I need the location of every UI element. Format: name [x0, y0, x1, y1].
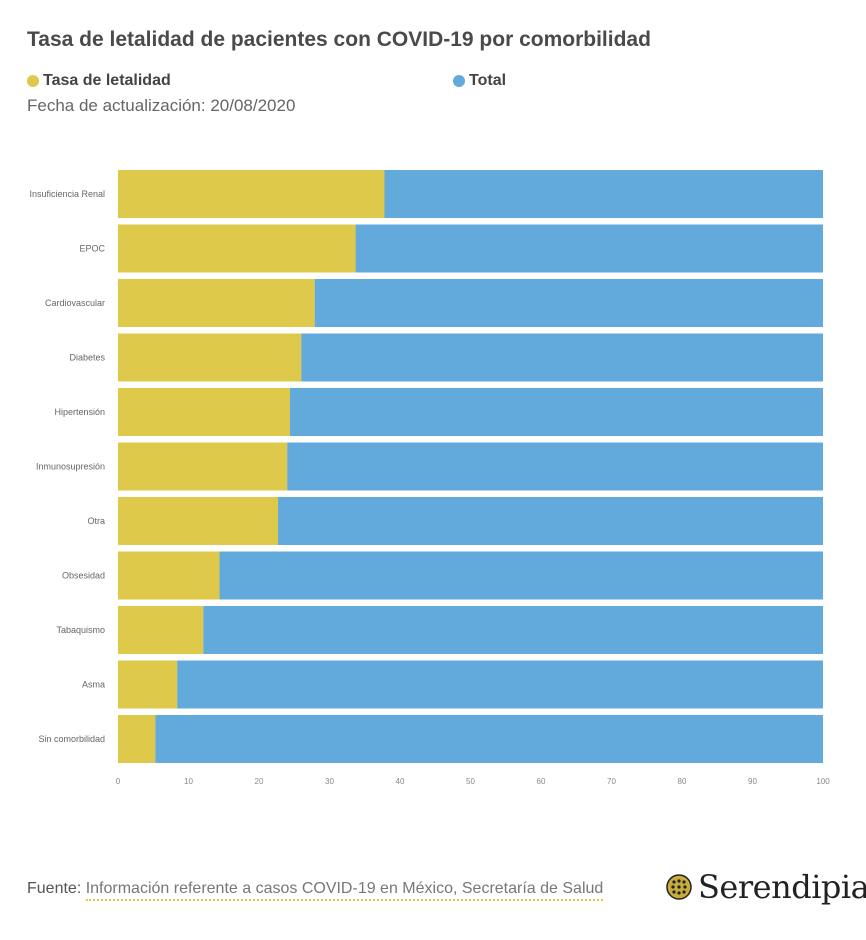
bar-letalidad[interactable] — [118, 224, 356, 273]
bar-total[interactable] — [384, 170, 823, 218]
x-tick-label: 20 — [255, 777, 264, 786]
bar-letalidad[interactable] — [118, 497, 279, 545]
bar-letalidad[interactable] — [118, 660, 178, 709]
category-label: Insuficiencia Renal — [29, 189, 105, 199]
legend-item-letalidad[interactable]: Tasa de letalidad — [27, 72, 171, 90]
bar-total[interactable] — [219, 551, 823, 600]
legend-label-total: Total — [469, 72, 507, 89]
category-label: Cardiovascular — [45, 298, 105, 308]
category-label: Inmunosupresión — [36, 462, 105, 472]
legend-swatch-letalidad — [27, 75, 39, 87]
category-label: Diabetes — [69, 353, 105, 363]
chart-title: Tasa de letalidad de pacientes con COVID… — [27, 28, 651, 51]
category-label: EPOC — [79, 244, 105, 254]
bar-letalidad[interactable] — [118, 606, 204, 654]
category-label: Hipertensión — [54, 407, 105, 417]
x-tick-label: 40 — [396, 777, 405, 786]
source-link[interactable]: Información referente a casos COVID-19 e… — [85, 880, 604, 901]
category-label: Tabaquismo — [56, 625, 105, 635]
brand-seal-icon — [666, 874, 692, 900]
x-tick-label: 70 — [607, 777, 616, 786]
legend-label-letalidad: Tasa de letalidad — [43, 72, 171, 89]
brand-logo[interactable]: Serendipia — [666, 868, 866, 906]
bar-total[interactable] — [155, 715, 824, 763]
category-label: Otra — [87, 516, 105, 526]
footer-source: Fuente: Información referente a casos CO… — [27, 880, 604, 901]
bar-total[interactable] — [177, 660, 824, 709]
brand-name: Serendipia — [698, 868, 866, 906]
bar-total[interactable] — [301, 333, 823, 382]
footer-prefix: Fuente: — [27, 880, 86, 897]
legend-item-total[interactable]: Total — [453, 72, 506, 90]
category-label: Sin comorbilidad — [38, 734, 105, 744]
x-tick-label: 60 — [537, 777, 546, 786]
bar-chart: Insuficiencia Renal EPOC Cardiovascular Dia… — [29, 170, 830, 786]
x-tick-label: 50 — [466, 777, 475, 786]
bar-letalidad[interactable] — [118, 715, 156, 763]
x-tick-label: 100 — [816, 777, 830, 786]
x-tick-label: 0 — [116, 777, 121, 786]
bar-letalidad[interactable] — [118, 551, 220, 600]
bar-letalidad[interactable] — [118, 170, 385, 218]
bar-total[interactable] — [290, 388, 823, 436]
update-date: Fecha de actualización: 20/08/2020 — [27, 96, 296, 115]
x-tick-label: 10 — [184, 777, 193, 786]
bar-total[interactable] — [355, 224, 823, 273]
legend-swatch-total — [453, 75, 465, 87]
x-tick-label: 80 — [678, 777, 687, 786]
bar-letalidad[interactable] — [118, 388, 291, 436]
bar-letalidad[interactable] — [118, 442, 288, 491]
bar-letalidad[interactable] — [118, 333, 302, 382]
bar-total[interactable] — [314, 279, 823, 327]
x-tick-label: 90 — [748, 777, 757, 786]
bar-letalidad[interactable] — [118, 279, 315, 327]
x-tick-label: 30 — [325, 777, 334, 786]
category-label: Asma — [82, 680, 105, 690]
bar-total[interactable] — [203, 606, 823, 654]
bar-total[interactable] — [278, 497, 823, 545]
bar-total[interactable] — [287, 442, 823, 491]
category-label: Obsesidad — [62, 571, 105, 581]
